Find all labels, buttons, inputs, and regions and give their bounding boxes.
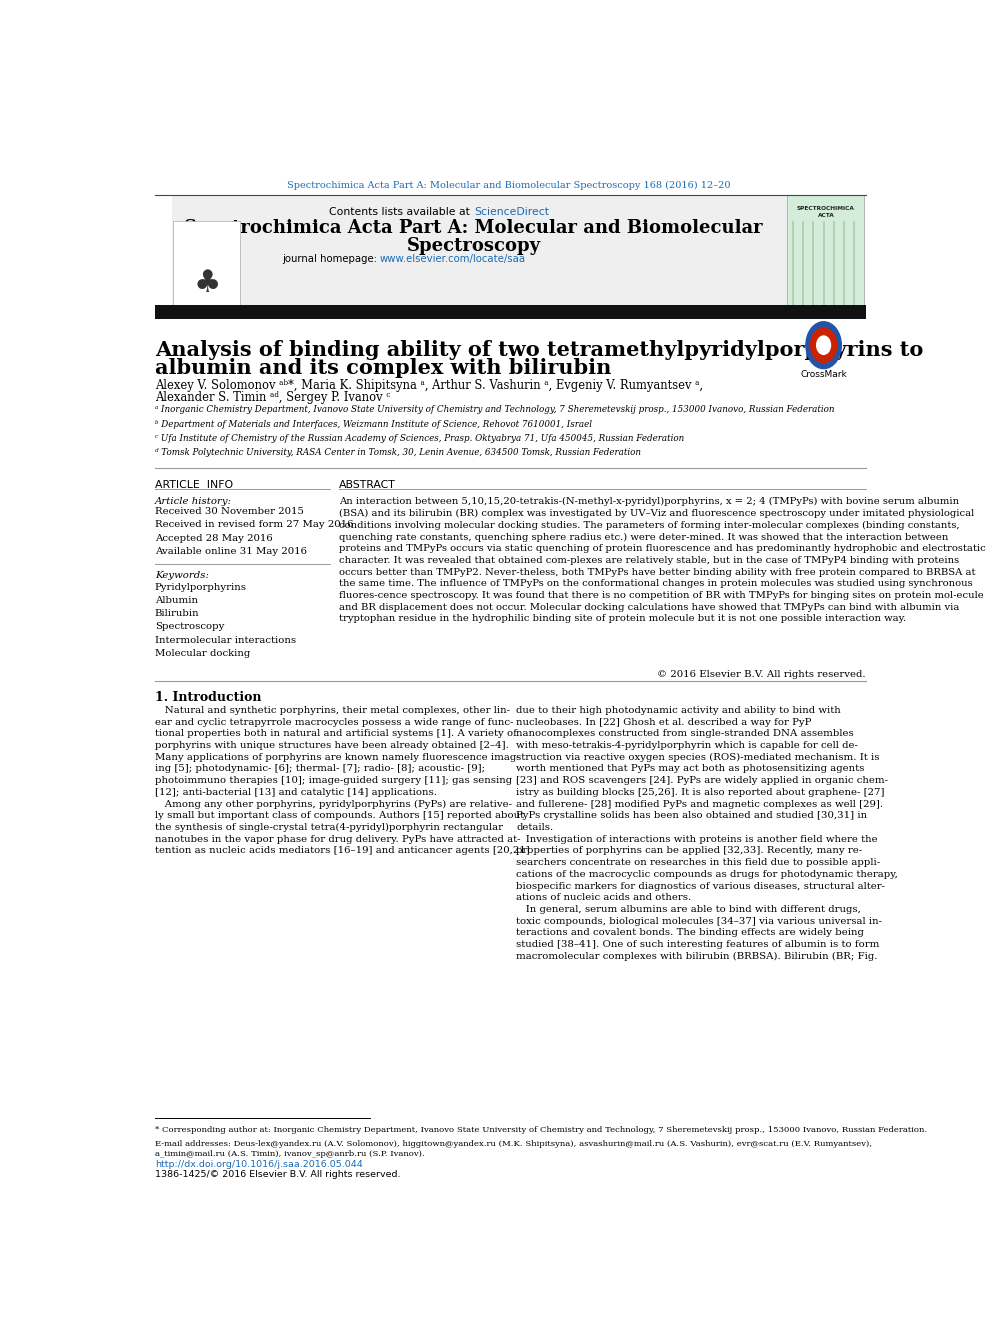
Text: Intermolecular interactions: Intermolecular interactions [155, 635, 296, 644]
Text: Article history:: Article history: [155, 497, 232, 505]
Text: struction via reactive oxygen species (ROS)-mediated mechanism. It is: struction via reactive oxygen species (R… [516, 753, 880, 762]
Text: albumin and its complex with bilirubin: albumin and its complex with bilirubin [155, 359, 611, 378]
Text: Spectroscopy: Spectroscopy [155, 622, 224, 631]
Text: An interaction between 5,10,15,20-tetrakis-(⁠N-methyl-x-pyridyl)porphyrins, x = : An interaction between 5,10,15,20-tetrak… [339, 497, 986, 623]
FancyBboxPatch shape [155, 306, 866, 319]
Text: searchers concentrate on researches in this field due to possible appli-: searchers concentrate on researches in t… [516, 859, 880, 867]
Text: Available online 31 May 2016: Available online 31 May 2016 [155, 546, 307, 556]
Text: Many applications of porphyrins are known namely fluorescence imag-: Many applications of porphyrins are know… [155, 753, 520, 762]
Text: studied [38–41]. One of such interesting features of albumin is to form: studied [38–41]. One of such interesting… [516, 941, 880, 949]
Text: 1. Introduction: 1. Introduction [155, 691, 261, 704]
Text: tention as nucleic acids mediators [16–19] and anticancer agents [20,21]: tention as nucleic acids mediators [16–1… [155, 847, 530, 856]
Text: teractions and covalent bonds. The binding effects are widely being: teractions and covalent bonds. The bindi… [516, 929, 864, 938]
Text: toxic compounds, biological molecules [34–37] via various universal in-: toxic compounds, biological molecules [3… [516, 917, 882, 926]
Text: [23] and ROS scavengers [24]. PyPs are widely applied in organic chem-: [23] and ROS scavengers [24]. PyPs are w… [516, 777, 888, 785]
Text: istry as building blocks [25,26]. It is also reported about graphene- [27]: istry as building blocks [25,26]. It is … [516, 787, 885, 796]
Text: * Corresponding author at: Inorganic Chemistry Department, Ivanovo State Univers: * Corresponding author at: Inorganic Che… [155, 1126, 927, 1134]
FancyBboxPatch shape [173, 196, 788, 312]
Text: macromolecular complexes with bilirubin (BRBSA). Bilirubin (BR; Fig.: macromolecular complexes with bilirubin … [516, 951, 878, 960]
Circle shape [816, 336, 830, 355]
Text: and fullerene- [28] modified PyPs and magnetic complexes as well [29].: and fullerene- [28] modified PyPs and ma… [516, 799, 883, 808]
Text: ear and cyclic tetrapyrrole macrocycles possess a wide range of func-: ear and cyclic tetrapyrrole macrocycles … [155, 717, 513, 726]
Text: the synthesis of single-crystal tetra(4-pyridyl)porphyrin rectangular: the synthesis of single-crystal tetra(4-… [155, 823, 503, 832]
Text: Alexander S. Timin ᵃᵈ, Sergey P. Ivanov ᶜ: Alexander S. Timin ᵃᵈ, Sergey P. Ivanov … [155, 392, 390, 404]
Text: http://dx.doi.org/10.1016/j.saa.2016.05.044: http://dx.doi.org/10.1016/j.saa.2016.05.… [155, 1160, 362, 1170]
Text: a_timin@mail.ru (A.S. Timin), ivanov_sp@anrb.ru (S.P. Ivanov).: a_timin@mail.ru (A.S. Timin), ivanov_sp@… [155, 1150, 425, 1158]
Text: Keywords:: Keywords: [155, 572, 208, 581]
Text: Among any other porphyrins, pyridylporphyrins (PyPs) are relative-: Among any other porphyrins, pyridylporph… [155, 799, 512, 808]
Text: nanotubes in the vapor phase for drug delivery. PyPs have attracted at-: nanotubes in the vapor phase for drug de… [155, 835, 520, 844]
Text: ScienceDirect: ScienceDirect [474, 206, 549, 217]
Text: nucleobases. In [22] Ghosh et al. described a way for PyP: nucleobases. In [22] Ghosh et al. descri… [516, 717, 811, 726]
Text: ly small but important class of compounds. Authors [15] reported about: ly small but important class of compound… [155, 811, 524, 820]
Text: ᶜ Ufa Institute of Chemistry of the Russian Academy of Sciences, Prasp. Oktyabry: ᶜ Ufa Institute of Chemistry of the Russ… [155, 434, 684, 443]
Text: Contents lists available at: Contents lists available at [329, 206, 474, 217]
Text: Analysis of binding ability of two tetramethylpyridylporphyrins to: Analysis of binding ability of two tetra… [155, 340, 924, 360]
Text: 1386-1425/© 2016 Elsevier B.V. All rights reserved.: 1386-1425/© 2016 Elsevier B.V. All right… [155, 1171, 400, 1179]
Text: Received in revised form 27 May 2016: Received in revised form 27 May 2016 [155, 520, 353, 529]
Text: Spectrochimica Acta Part A: Molecular and Biomolecular Spectroscopy 168 (2016) 1: Spectrochimica Acta Part A: Molecular an… [287, 181, 730, 191]
Text: Investigation of interactions with proteins is another field where the: Investigation of interactions with prote… [516, 835, 878, 844]
Text: with meso-tetrakis-4-pyridylporphyrin which is capable for cell de-: with meso-tetrakis-4-pyridylporphyrin wh… [516, 741, 858, 750]
Text: biospecific markers for diagnostics of various diseases, structural alter-: biospecific markers for diagnostics of v… [516, 881, 885, 890]
Text: Bilirubin: Bilirubin [155, 609, 199, 618]
Text: worth mentioned that PyPs may act both as photosensitizing agents: worth mentioned that PyPs may act both a… [516, 765, 864, 774]
Text: Alexey V. Solomonov ᵃᵇ*, Maria K. Shipitsyna ᵃ, Arthur S. Vashurin ᵃ, Evgeniy V.: Alexey V. Solomonov ᵃᵇ*, Maria K. Shipit… [155, 378, 703, 392]
Text: ations of nucleic acids and others.: ations of nucleic acids and others. [516, 893, 691, 902]
Text: nanocomplexes constructed from single-stranded DNA assembles: nanocomplexes constructed from single-st… [516, 729, 854, 738]
Circle shape [806, 321, 841, 369]
FancyBboxPatch shape [788, 196, 864, 312]
Text: E-mail addresses: Deus-lex@yandex.ru (A.V. Solomonov), higgitown@yandex.ru (M.K.: E-mail addresses: Deus-lex@yandex.ru (A.… [155, 1140, 872, 1148]
Text: Spectroscopy: Spectroscopy [407, 237, 541, 255]
Text: photoimmuno therapies [10]; image-guided surgery [11]; gas sensing: photoimmuno therapies [10]; image-guided… [155, 777, 512, 785]
Text: details.: details. [516, 823, 554, 832]
Text: due to their high photodynamic activity and ability to bind with: due to their high photodynamic activity … [516, 705, 841, 714]
Text: ᵈ Tomsk Polytechnic University, RASA Center in Tomsk, 30, Lenin Avenue, 634500 T: ᵈ Tomsk Polytechnic University, RASA Cen… [155, 448, 641, 456]
Text: ELSEVIER: ELSEVIER [172, 304, 242, 318]
FancyBboxPatch shape [174, 221, 240, 311]
Text: www.elsevier.com/locate/saa: www.elsevier.com/locate/saa [380, 254, 526, 263]
Text: cations of the macrocyclic compounds as drugs for photodynamic therapy,: cations of the macrocyclic compounds as … [516, 869, 898, 878]
Text: Accepted 28 May 2016: Accepted 28 May 2016 [155, 533, 273, 542]
Text: Received 30 November 2015: Received 30 November 2015 [155, 507, 304, 516]
Text: porphyrins with unique structures have been already obtained [2–4].: porphyrins with unique structures have b… [155, 741, 509, 750]
Text: SPECTROCHIMICA: SPECTROCHIMICA [797, 205, 855, 210]
Text: Albumin: Albumin [155, 595, 197, 605]
Text: ARTICLE  INFO: ARTICLE INFO [155, 480, 233, 490]
Text: CrossMark: CrossMark [801, 369, 847, 378]
Text: © 2016 Elsevier B.V. All rights reserved.: © 2016 Elsevier B.V. All rights reserved… [658, 671, 866, 679]
Text: Molecular docking: Molecular docking [155, 648, 250, 658]
Text: ing [5]; photodynamic- [6]; thermal- [7]; radio- [8]; acoustic- [9];: ing [5]; photodynamic- [6]; thermal- [7]… [155, 765, 485, 774]
Text: Pyridylporphyrins: Pyridylporphyrins [155, 582, 247, 591]
Text: properties of porphyrins can be applied [32,33]. Recently, many re-: properties of porphyrins can be applied … [516, 847, 862, 856]
Text: ACTA: ACTA [817, 213, 834, 218]
Text: In general, serum albumins are able to bind with different drugs,: In general, serum albumins are able to b… [516, 905, 861, 914]
Text: ABSTRACT: ABSTRACT [339, 480, 396, 490]
Text: ♣: ♣ [193, 269, 220, 298]
Text: ᵇ Department of Materials and Interfaces, Weizmann Institute of Science, Rehovot: ᵇ Department of Materials and Interfaces… [155, 419, 592, 429]
Text: PyPs crystalline solids has been also obtained and studied [30,31] in: PyPs crystalline solids has been also ob… [516, 811, 867, 820]
Text: ᵃ Inorganic Chemistry Department, Ivanovo State University of Chemistry and Tech: ᵃ Inorganic Chemistry Department, Ivanov… [155, 405, 834, 414]
Text: Natural and synthetic porphyrins, their metal complexes, other lin-: Natural and synthetic porphyrins, their … [155, 705, 510, 714]
Text: tional properties both in natural and artificial systems [1]. A variety of: tional properties both in natural and ar… [155, 729, 517, 738]
Text: Spectrochimica Acta Part A: Molecular and Biomolecular: Spectrochimica Acta Part A: Molecular an… [185, 218, 763, 237]
Circle shape [810, 328, 836, 363]
Text: [12]; anti-bacterial [13] and catalytic [14] applications.: [12]; anti-bacterial [13] and catalytic … [155, 787, 436, 796]
Text: journal homepage:: journal homepage: [282, 254, 380, 263]
